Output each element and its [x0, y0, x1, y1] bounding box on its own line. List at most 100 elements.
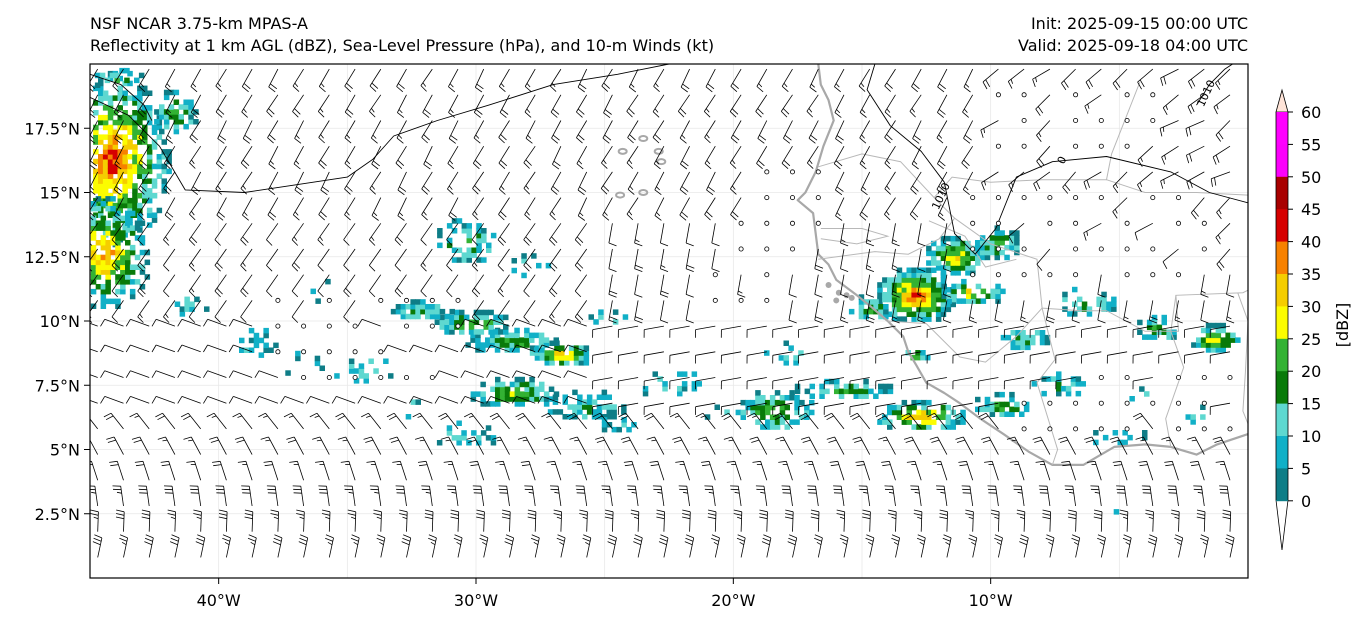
wind-barb: [524, 68, 536, 93]
barb-flag: [1112, 460, 1121, 463]
calm-marker: [403, 297, 409, 303]
island: [843, 292, 850, 299]
barb-shaft: [552, 146, 562, 165]
reflectivity-cell: [567, 404, 573, 410]
reflectivity-cell: [568, 350, 575, 356]
reflectivity-cell: [788, 345, 794, 351]
barb-flag: [888, 491, 894, 494]
barb-flag: [291, 290, 299, 298]
barb-flag: [785, 509, 794, 513]
barb-shaft: [592, 325, 613, 330]
calm-marker: [275, 349, 281, 355]
reflectivity-cell: [490, 401, 496, 407]
barb-flag: [125, 396, 131, 404]
barb-flag: [242, 214, 249, 221]
barb-flag: [706, 160, 711, 165]
wind-barb: [215, 171, 227, 195]
barb-flag: [814, 294, 823, 298]
barb-flag: [785, 513, 794, 516]
barb-flag: [344, 137, 352, 144]
reflectivity-cell: [882, 282, 888, 288]
barb-flag: [1115, 80, 1121, 88]
barb-flag: [1068, 509, 1077, 513]
reflectivity-cell: [794, 395, 800, 401]
wind-barb: [1029, 377, 1050, 390]
barb-shaft: [911, 436, 922, 455]
barb-flag: [100, 319, 106, 327]
barb-flag: [911, 211, 919, 218]
barb-shaft: [1117, 436, 1128, 455]
reflectivity-cell: [499, 391, 506, 397]
reflectivity-cell: [173, 89, 180, 96]
reflectivity-cell: [704, 414, 711, 420]
barb-flag: [523, 162, 530, 169]
reflectivity-cell: [100, 235, 107, 241]
wind-barb: [177, 318, 201, 327]
reflectivity-cell: [353, 378, 360, 384]
reflectivity-cell: [1081, 301, 1088, 307]
reflectivity-cell: [98, 139, 104, 145]
barb-flag: [1072, 534, 1080, 539]
reflectivity-cell: [994, 230, 1000, 236]
barb-shaft: [258, 396, 279, 404]
barb-shaft: [895, 511, 897, 532]
wind-barb: [247, 534, 257, 558]
barb-shaft: [1215, 223, 1231, 238]
reflectivity-cell: [159, 128, 165, 135]
barb-shaft: [592, 351, 613, 356]
barb-flag: [228, 370, 234, 378]
reflectivity-cell: [183, 109, 189, 115]
wind-barb: [646, 436, 665, 455]
barb-flag: [218, 211, 226, 218]
reflectivity-cell: [1056, 386, 1062, 392]
reflectivity-cell: [564, 360, 570, 366]
barb-flag: [866, 239, 872, 243]
barb-flag: [680, 163, 688, 170]
barb-flag: [491, 415, 500, 421]
reflectivity-cell: [524, 381, 530, 388]
reflectivity-cell: [774, 419, 781, 425]
wind-barb: [293, 146, 304, 170]
reflectivity-cell: [125, 269, 131, 275]
reflectivity-cell: [935, 306, 942, 313]
reflectivity-cell: [159, 104, 165, 110]
reflectivity-cell: [539, 350, 546, 356]
reflectivity-cell: [804, 404, 810, 411]
barb-flag: [525, 159, 532, 166]
reflectivity-cell: [945, 235, 952, 242]
wind-barb: [704, 120, 716, 144]
wind-barb: [368, 223, 382, 246]
reflectivity-cell: [548, 396, 555, 402]
reflectivity-cell: [611, 414, 617, 420]
barb-flag: [1145, 509, 1154, 513]
reflectivity-cell: [774, 399, 781, 406]
wind-barb: [549, 68, 562, 92]
reflectivity-cell: [468, 329, 475, 335]
reflectivity-cell: [102, 114, 109, 121]
reflectivity-cell: [858, 393, 864, 399]
reflectivity-cell: [115, 264, 121, 270]
reflectivity-cell: [122, 178, 128, 184]
reflectivity-cell: [1151, 329, 1158, 335]
wind-barb: [190, 94, 202, 118]
barb-shaft: [627, 120, 639, 138]
barb-flag: [140, 134, 145, 139]
barb-flag: [1200, 537, 1208, 542]
barb-flag: [133, 439, 142, 443]
barb-flag: [892, 316, 897, 320]
reflectivity-cell: [137, 217, 143, 223]
barb-flag: [969, 534, 977, 539]
reflectivity-cell: [142, 114, 148, 121]
reflectivity-cell: [921, 414, 927, 420]
reflectivity-cell: [504, 386, 511, 392]
reflectivity-cell: [107, 75, 114, 82]
colorbar-label: [dBZ]: [1333, 303, 1352, 348]
barb-shaft: [497, 248, 510, 266]
reflectivity-cell: [583, 350, 590, 356]
wind-barb: [653, 68, 665, 92]
barb-shaft: [1030, 377, 1050, 382]
wind-barb: [1006, 436, 1025, 455]
colorbar-tick-label: 10: [1301, 427, 1321, 446]
calm-marker: [815, 220, 821, 226]
reflectivity-cell: [107, 178, 114, 184]
